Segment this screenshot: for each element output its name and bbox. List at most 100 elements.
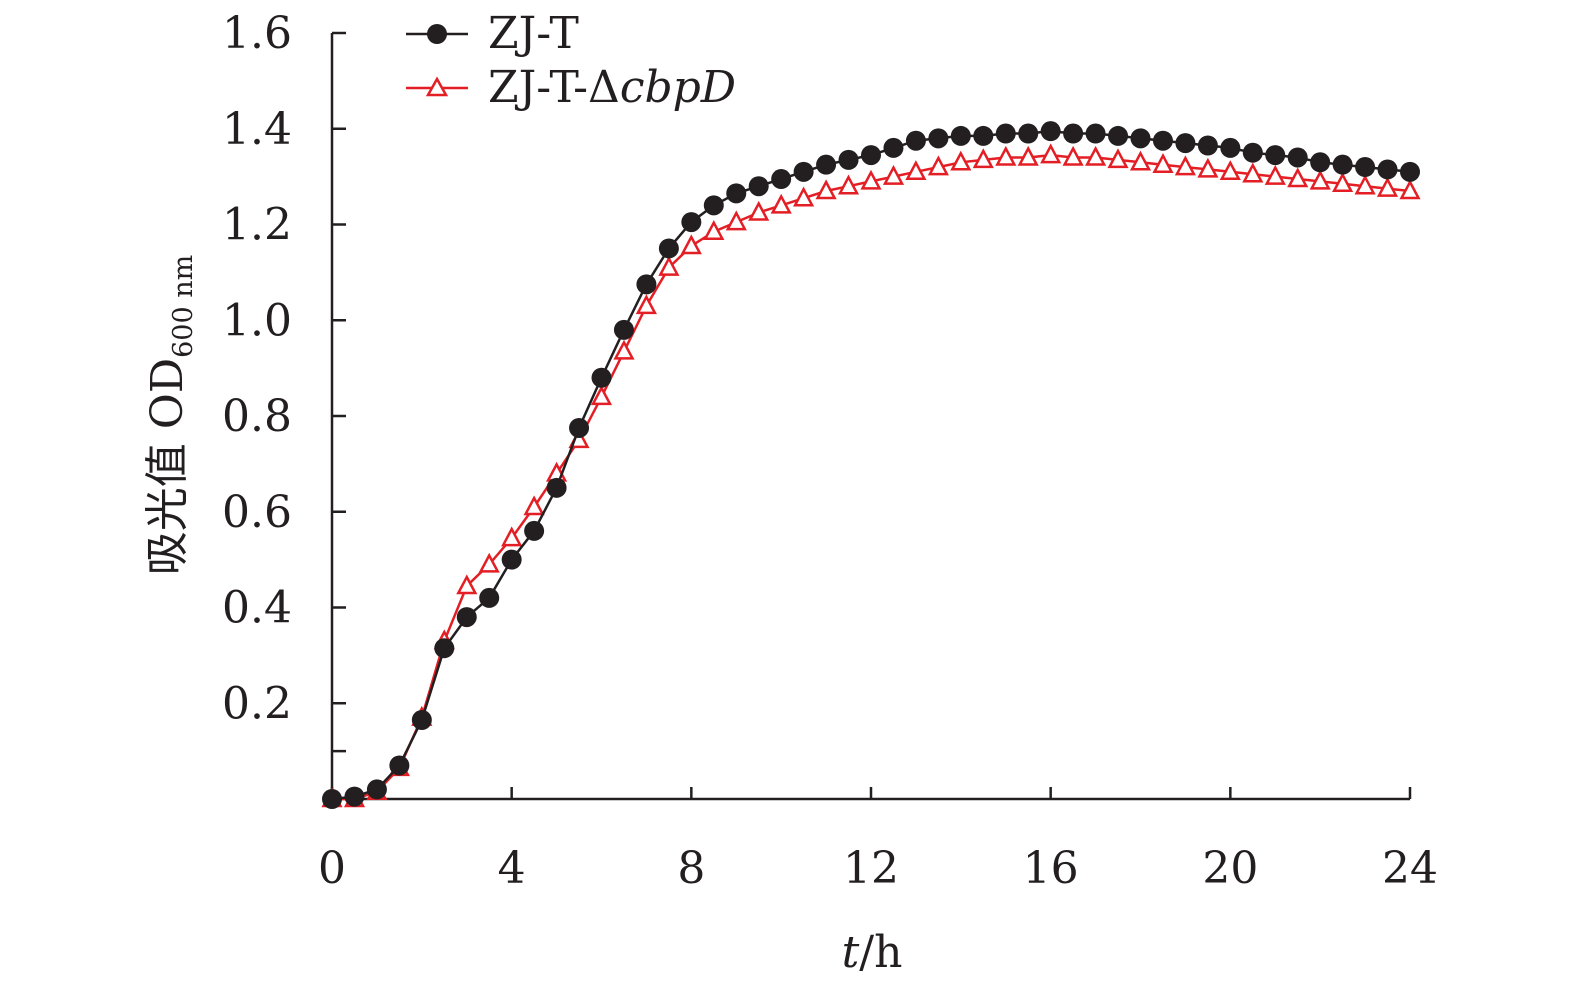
data-point — [972, 148, 994, 169]
data-point — [1355, 157, 1376, 178]
tick-labels: 0 4 8 12 16 20 24 0.2 0.4 0.6 0.8 1.0 1.2 1.4 1.6 — [222, 8, 1438, 894]
data-point — [928, 128, 949, 149]
x-tick-label: 16 — [1023, 843, 1079, 894]
data-point — [523, 495, 545, 516]
y-tick-label: 1.2 — [222, 200, 292, 251]
data-point — [882, 164, 905, 185]
x-tick-label: 8 — [677, 843, 705, 894]
data-point — [703, 220, 725, 240]
legend-label-zjt: ZJ-T — [488, 8, 579, 59]
data-point — [1219, 160, 1241, 181]
y-tick-label: 0.2 — [222, 678, 292, 729]
data-point — [546, 477, 567, 498]
data-point — [680, 234, 702, 255]
series-zjt — [322, 121, 1420, 809]
data-point — [434, 638, 455, 659]
data-point — [883, 137, 904, 158]
y-axis-title: 吸光值 OD600 nm — [142, 255, 199, 575]
data-point — [681, 212, 702, 233]
data-point — [1018, 123, 1039, 144]
legend-marker-zjt-dcbpd — [425, 76, 449, 97]
data-point — [748, 200, 770, 221]
data-point — [366, 779, 387, 800]
data-point — [1152, 130, 1173, 151]
data-point — [636, 274, 657, 295]
data-point — [771, 169, 792, 190]
data-point — [1108, 125, 1129, 146]
data-point — [658, 238, 679, 259]
x-tick-label: 0 — [318, 843, 346, 894]
data-point — [1040, 121, 1061, 142]
x-axis-title: t/h — [842, 927, 903, 978]
data-point — [838, 149, 859, 170]
data-point — [995, 123, 1016, 144]
series-line — [332, 153, 1411, 801]
data-point — [1376, 176, 1399, 197]
y-axis-title-subscript: 600 nm — [168, 255, 199, 358]
data-point — [793, 161, 814, 182]
data-point — [1377, 159, 1398, 180]
data-point — [1175, 133, 1196, 154]
data-point — [1287, 167, 1309, 188]
data-point — [478, 552, 500, 573]
x-axis-title-unit: /h — [859, 927, 902, 978]
data-point — [590, 385, 613, 406]
data-point — [344, 786, 365, 807]
legend-marker-zjt — [427, 24, 447, 44]
data-point — [1040, 143, 1062, 164]
x-axis-title-variable: t — [842, 927, 860, 978]
data-point — [389, 755, 410, 776]
data-point — [501, 526, 523, 547]
legend-label-zjt-dcbpd-prefix: ZJ-T-Δ — [488, 62, 620, 113]
data-point — [1130, 128, 1151, 149]
data-point — [591, 367, 612, 388]
legend-label-zjt-dcbpd: ZJ-T-ΔcbpD — [488, 62, 736, 113]
y-tick-label: 0.8 — [222, 391, 292, 442]
x-tick-label: 20 — [1202, 843, 1258, 894]
tick-marks — [330, 31, 1412, 799]
data-point — [479, 587, 500, 608]
legend-label-zjt-dcbpd-gene: cbpD — [620, 62, 736, 113]
data-point — [905, 160, 927, 181]
data-point — [905, 130, 926, 151]
data-point — [613, 339, 635, 360]
data-point — [569, 417, 590, 438]
data-point — [1129, 150, 1152, 171]
data-point — [725, 210, 747, 231]
y-tick-label: 1.6 — [222, 8, 292, 59]
data-point — [816, 154, 837, 175]
data-point — [1264, 164, 1286, 185]
data-point — [815, 179, 837, 200]
data-point — [1287, 147, 1308, 168]
data-point — [1152, 153, 1174, 173]
series-zjt-dcbpd — [321, 143, 1421, 808]
data-point — [658, 255, 680, 276]
data-point — [861, 145, 881, 166]
y-axis-title-main: 吸光值 OD — [142, 358, 193, 575]
data-point — [456, 607, 477, 628]
y-tick-label: 0.4 — [222, 583, 292, 634]
data-point — [748, 176, 769, 197]
data-point — [1085, 145, 1107, 166]
data-point — [1107, 148, 1129, 169]
data-point — [524, 520, 545, 541]
data-point — [1220, 137, 1241, 158]
data-point — [1265, 145, 1286, 166]
y-tick-label: 1.0 — [222, 295, 292, 346]
data-point — [950, 150, 972, 171]
data-point — [1354, 174, 1376, 195]
x-tick-label: 4 — [498, 843, 526, 894]
data-point — [973, 125, 994, 146]
data-point — [1062, 145, 1084, 166]
data-point — [635, 294, 657, 315]
y-tick-label: 0.6 — [222, 487, 292, 538]
series-layer — [321, 121, 1421, 809]
data-point — [1400, 161, 1420, 182]
data-point — [1174, 155, 1196, 176]
x-tick-label: 12 — [843, 843, 899, 894]
data-point — [501, 549, 522, 570]
data-point — [1242, 142, 1263, 163]
y-tick-label: 1.4 — [222, 104, 292, 155]
data-point — [411, 710, 432, 731]
